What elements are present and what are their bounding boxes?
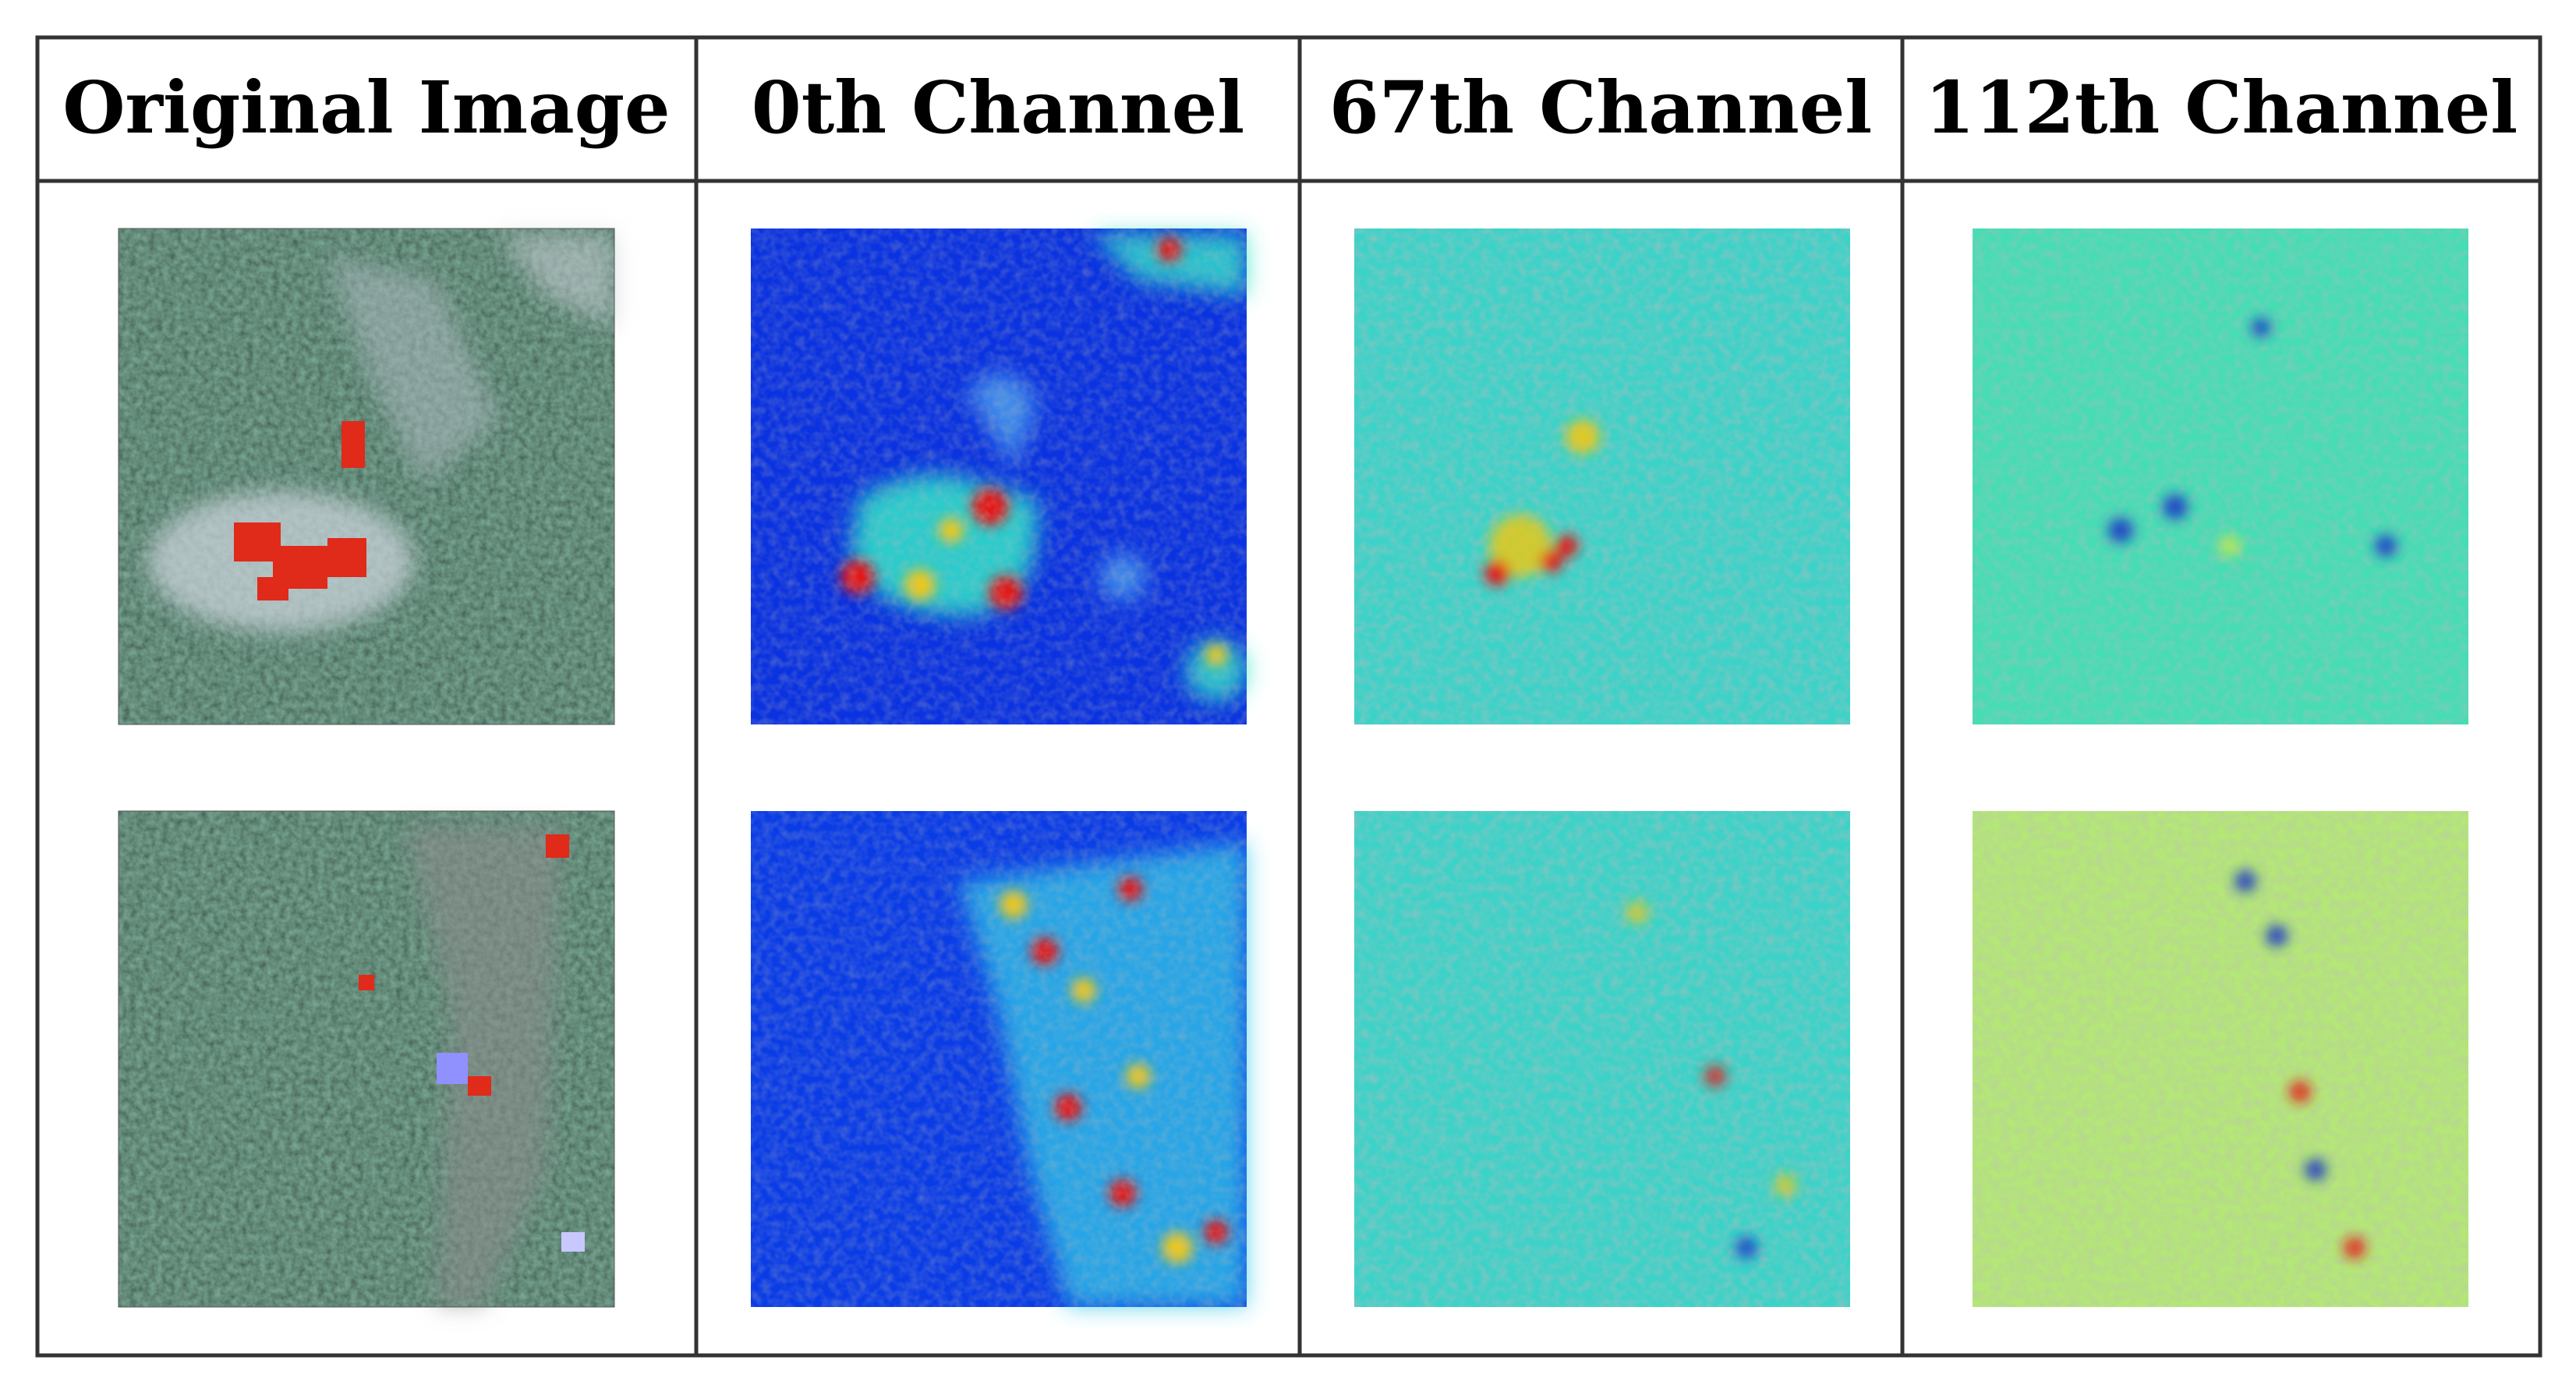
aerial-image-row-2 (118, 810, 615, 1308)
header-67th-channel: 67th Channel (1329, 66, 1872, 150)
heatmap-0th-row-1 (751, 228, 1247, 724)
heatmap-67th-row-1 (1354, 228, 1850, 724)
aerial-image-row-1 (118, 228, 615, 725)
header-original-image: Original Image (62, 66, 670, 150)
heatmap-67th-row-2 (1354, 811, 1850, 1307)
heatmap-112th-row-1 (1973, 228, 2468, 724)
heatmap-0th-row-2 (751, 811, 1247, 1307)
header-0th-channel: 0th Channel (752, 66, 1244, 150)
header-112th-channel: 112th Channel (1925, 66, 2518, 150)
heatmap-112th-row-2 (1973, 811, 2468, 1307)
